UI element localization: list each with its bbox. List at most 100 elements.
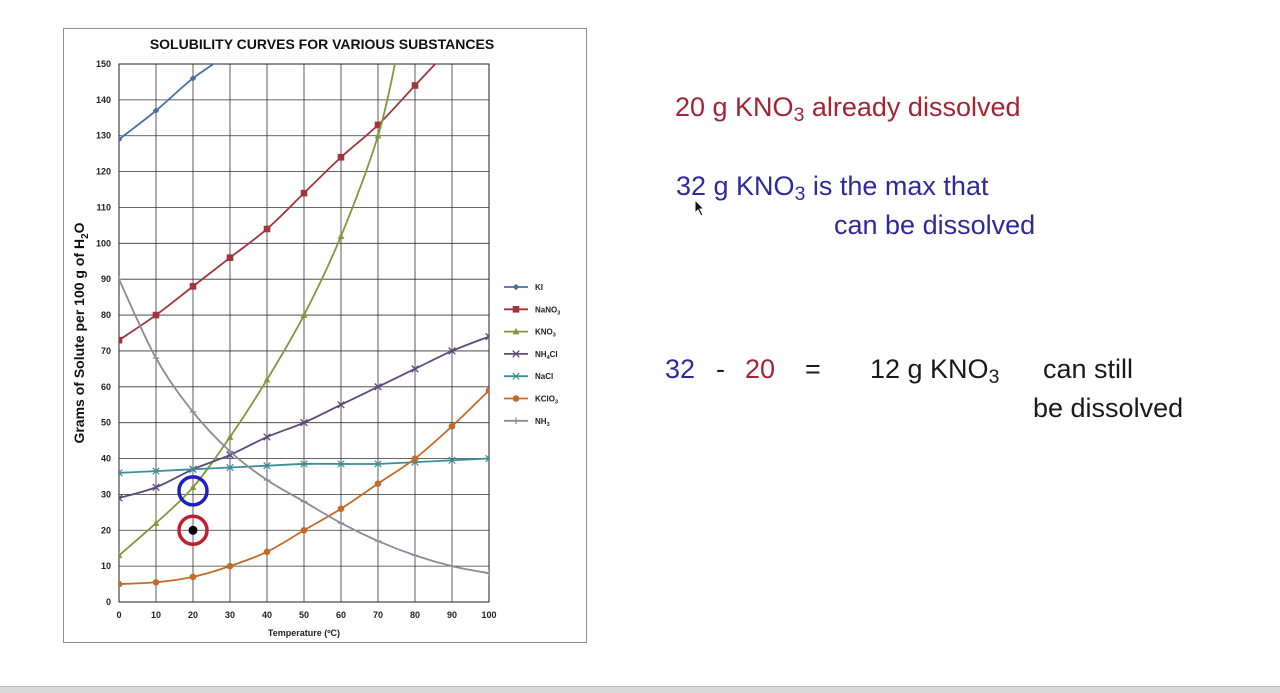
data-point-kclo3 (337, 505, 345, 513)
y-tick-label: 20 (101, 525, 111, 535)
data-point-nh3 (226, 448, 234, 455)
data-point-kclo3 (263, 548, 271, 556)
y-tick-label: 50 (101, 418, 111, 428)
data-point-nh3 (189, 408, 197, 416)
data-point-kclo3 (448, 422, 456, 430)
legend-label-ki: KI (535, 283, 543, 292)
chart-title: SOLUBILITY CURVES FOR VARIOUS SUBSTANCES (150, 36, 494, 52)
x-tick-label: 50 (299, 610, 309, 620)
data-point-kno3 (152, 519, 160, 526)
data-point-kno3 (393, 53, 400, 60)
y-tick-label: 140 (96, 95, 111, 105)
data-point-nh3 (119, 275, 123, 283)
data-point-nano3 (374, 121, 382, 129)
x-tick-label: 0 (116, 610, 121, 620)
data-point-nano3 (189, 283, 197, 290)
x-tick-label: 30 (225, 610, 235, 620)
annotation-already-dissolved: 20 g KNO3 already dissolved (675, 92, 1021, 126)
data-point-nacl (485, 454, 489, 463)
data-point-kclo3 (411, 455, 419, 462)
data-point-nh4cl (119, 494, 123, 502)
plot-area (119, 53, 489, 588)
equation-operand-32: 32 (665, 354, 696, 384)
y-tick-label: 100 (96, 238, 111, 248)
data-point-nacl (300, 460, 308, 468)
data-point-nacl (337, 460, 345, 468)
y-tick-label: 120 (96, 167, 111, 177)
y-tick-label: 60 (101, 382, 111, 392)
data-point-kno3 (226, 433, 234, 440)
x-axis-label: Temperature (ºC) (268, 628, 340, 638)
series-line-ki (119, 64, 216, 141)
data-point-ki (119, 136, 123, 143)
data-point-kno3 (337, 232, 345, 239)
equation-operand-20: 20 (745, 354, 776, 384)
data-point-nh4cl (337, 400, 345, 409)
mouse-pointer-icon (694, 199, 706, 217)
legend-label-kno3: KNO3 (535, 328, 556, 339)
data-point-nh4cl (485, 332, 489, 341)
y-tick-label: 0 (106, 597, 111, 607)
data-point-nh4cl (300, 418, 308, 427)
blue-circle-marker (177, 475, 209, 507)
y-tick-label: 30 (101, 489, 111, 499)
data-point-nano3 (119, 336, 123, 344)
x-tick-label: 40 (262, 610, 272, 620)
data-point-kclo3 (189, 573, 197, 581)
data-point-kclo3 (485, 387, 489, 394)
data-point-kclo3 (226, 562, 234, 570)
data-point-kclo3 (300, 526, 308, 534)
data-point-ki (189, 75, 197, 82)
data-point-ki (152, 107, 160, 114)
y-tick-label: 130 (96, 131, 111, 141)
legend-marker-nacl (512, 372, 520, 380)
y-tick-label: 40 (101, 454, 111, 464)
y-tick-label: 110 (96, 202, 111, 212)
y-axis-label: Grams of Solute per 100 g of H2O (71, 222, 91, 443)
data-point-nh4cl (263, 433, 271, 441)
data-point-kclo3 (152, 578, 160, 586)
legend-marker-ki (512, 283, 520, 291)
data-point-kno3 (300, 311, 308, 318)
annotation-max-dissolved: 32 g KNO3 is the max that (676, 171, 989, 205)
legend-label-nh4cl: NH4Cl (535, 350, 558, 361)
equation-be-dissolved: be dissolved (1033, 393, 1184, 423)
data-point-nacl (152, 467, 160, 475)
black-dot-marker (188, 525, 198, 535)
data-point-nano3 (263, 225, 271, 233)
data-point-kno3 (263, 375, 271, 383)
equation-equals: = (805, 354, 821, 384)
y-tick-label: 150 (96, 59, 111, 69)
data-point-nh3 (374, 537, 382, 545)
x-tick-label: 70 (373, 610, 383, 620)
data-point-nano3 (300, 189, 308, 197)
y-tick-label: 90 (101, 274, 111, 284)
y-tick-label: 70 (101, 346, 111, 356)
series-line-nh3 (119, 278, 489, 575)
data-point-nh3 (263, 476, 271, 484)
data-point-kno3 (119, 551, 123, 559)
data-point-nano3 (226, 254, 234, 261)
data-point-kno3 (189, 483, 197, 491)
solubility-chart: 0 10 20 30 40 50 60 70 80 90 100 0 10 20 30 40 50 60 70 80 9… (63, 28, 587, 643)
x-tick-label: 10 (151, 610, 161, 620)
data-point-nano3 (411, 82, 419, 89)
data-point-nh3 (448, 562, 456, 570)
data-point-nacl (189, 465, 197, 474)
data-point-nh4cl (152, 483, 160, 491)
chart-svg: 0 10 20 30 40 50 60 70 80 90 100 0 10 20 30 40 50 60 70 80 9… (71, 36, 560, 638)
data-point-nh4cl (411, 365, 419, 373)
y-tick-label: 10 (101, 561, 111, 571)
data-point-nano3 (152, 311, 160, 319)
data-point-nacl (263, 461, 271, 470)
equation-minus: - (716, 354, 725, 384)
series-line-nano3 (119, 64, 437, 341)
equation-can-still: can still (1043, 354, 1134, 384)
equation-result: 12 g KNO3 (870, 354, 1000, 388)
legend-label-kclo3: KClO3 (535, 395, 558, 406)
x-tick-label: 80 (410, 610, 420, 620)
data-point-nh3 (337, 519, 345, 527)
x-tick-label: 20 (188, 610, 198, 620)
x-tick-label: 100 (481, 610, 496, 620)
data-point-nacl (119, 469, 123, 477)
